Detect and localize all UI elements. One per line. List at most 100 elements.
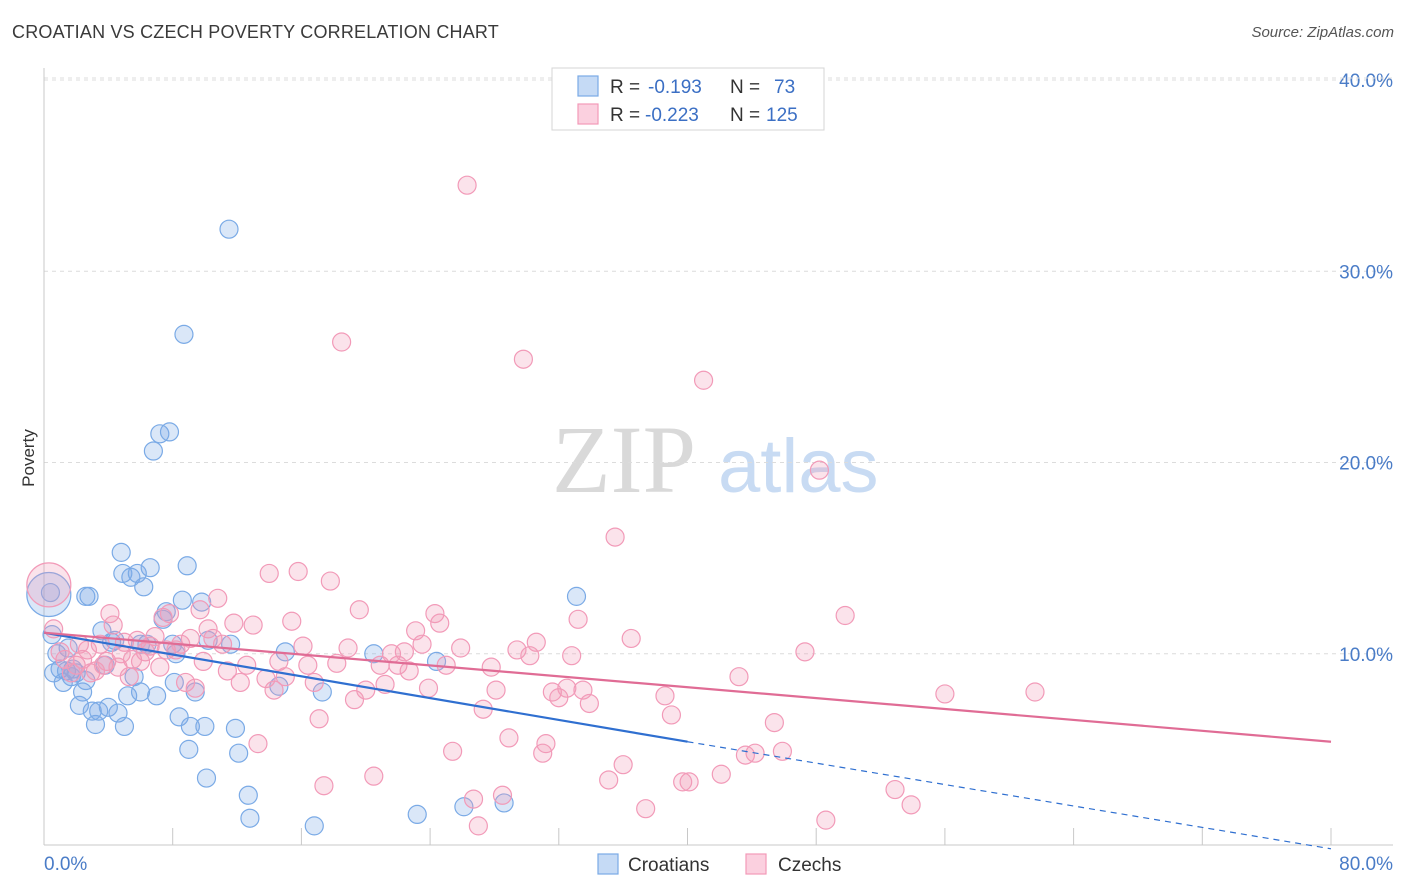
czechs-point [679, 772, 699, 792]
legend-n-label-1: N = [730, 77, 760, 98]
croatians-point [195, 716, 215, 737]
croatians-point [174, 324, 194, 344]
legend-n-label-2: N = [730, 105, 760, 126]
czechs-point [613, 755, 633, 775]
czechs-point [568, 609, 588, 629]
czechs-point [412, 634, 432, 654]
czechs-point [338, 638, 358, 658]
czechs-point [579, 693, 599, 714]
czechs-point [430, 613, 450, 633]
legend-swatch-croatians [577, 75, 599, 97]
watermark-atlas: atlas [718, 424, 879, 509]
y-tick-label: 10.0% [1339, 645, 1393, 666]
croatians-point [219, 219, 239, 239]
x-tick-label-min: 0.0% [44, 854, 87, 875]
czechs-point [816, 810, 836, 830]
czechs-point [309, 709, 329, 729]
croatians-point [238, 785, 258, 805]
czechs-point [243, 615, 263, 635]
czechs-point [425, 603, 445, 624]
czechs-point [248, 734, 268, 754]
czechs-point [809, 460, 830, 480]
czechs-point [150, 657, 170, 677]
czechs-point [735, 745, 756, 765]
czechs-point [486, 680, 506, 700]
croatians-point [172, 590, 192, 610]
czechs-point [499, 728, 519, 748]
croatians-point [111, 542, 131, 562]
y-tick-label: 40.0% [1339, 71, 1393, 92]
czechs-point [693, 370, 714, 390]
czechs-point [394, 642, 414, 662]
czechs-point [298, 655, 318, 675]
czechs-point [492, 785, 513, 805]
croatians-point [89, 701, 109, 721]
croatians-point [79, 586, 99, 606]
croatians-point [229, 743, 249, 763]
y-tick-label: 20.0% [1339, 454, 1393, 475]
legend-r-value-2: -0.223 [645, 105, 699, 126]
czechs-point [259, 563, 279, 584]
czechs-point [198, 619, 218, 639]
czechs-point [526, 632, 546, 652]
watermark-zip: ZIP [552, 406, 696, 513]
czechs-point [443, 741, 463, 761]
czechs-point [208, 588, 228, 608]
legend-swatch-czechs [577, 103, 599, 125]
czechs-point [655, 686, 675, 706]
czechs-point [304, 672, 324, 693]
czechs-point [399, 661, 419, 681]
chart-title: CROATIAN VS CZECH POVERTY CORRELATION CH… [12, 22, 500, 42]
czechs-trend-line [43, 631, 1332, 743]
czechs-point [100, 603, 120, 624]
croatians-point [159, 422, 180, 442]
croatians-point [98, 697, 118, 717]
czechs-point [103, 615, 123, 635]
bottom-legend-swatch-croatians [597, 853, 619, 875]
croatians-point [225, 718, 246, 738]
croatians-point [130, 682, 151, 702]
axes [43, 68, 1393, 846]
croatians-point [494, 793, 514, 813]
croatians-point [156, 602, 176, 622]
czechs-point [185, 678, 205, 698]
x-tick-label-max: 80.0% [1339, 854, 1393, 875]
legend-r-value-1: -0.193 [648, 77, 702, 98]
grid-lines: 40.0% 30.0% 20.0% 10.0% [44, 71, 1393, 666]
czechs-point [288, 561, 308, 582]
czechs-point [314, 776, 334, 796]
czechs-point [230, 672, 250, 693]
croatians-point [454, 797, 474, 817]
czechs-point [175, 672, 196, 693]
czechs-point [264, 680, 284, 700]
czechs-point [364, 766, 384, 786]
czechs-point [605, 527, 625, 547]
czechs-point [513, 349, 534, 369]
croatians-point [180, 716, 200, 737]
croatians-trend-line [43, 631, 688, 743]
data-points [26, 175, 1045, 836]
legend-r-label-2: R = [610, 105, 640, 126]
czechs-point [901, 795, 921, 815]
czechs-point [549, 688, 569, 708]
y-tick-label: 30.0% [1339, 262, 1393, 283]
y-axis-label: Poverty [19, 429, 38, 487]
bottom-legend-croatians: Croatians [628, 855, 709, 876]
czechs-point [599, 770, 619, 790]
czechs-point [835, 605, 855, 626]
czechs-point [885, 779, 905, 800]
czechs-point [320, 571, 340, 591]
czechs-point [293, 636, 313, 656]
czechs-point [457, 175, 477, 195]
czechs-point-large [26, 562, 72, 608]
czechs-point [795, 642, 815, 662]
czechs-point [772, 741, 793, 761]
croatians-point [164, 672, 184, 693]
croatians-point [304, 816, 324, 836]
czechs-point [275, 667, 295, 687]
czechs-point [224, 613, 244, 633]
czechs-point [536, 734, 556, 754]
czechs-point [673, 772, 693, 792]
czechs-point [557, 678, 577, 698]
